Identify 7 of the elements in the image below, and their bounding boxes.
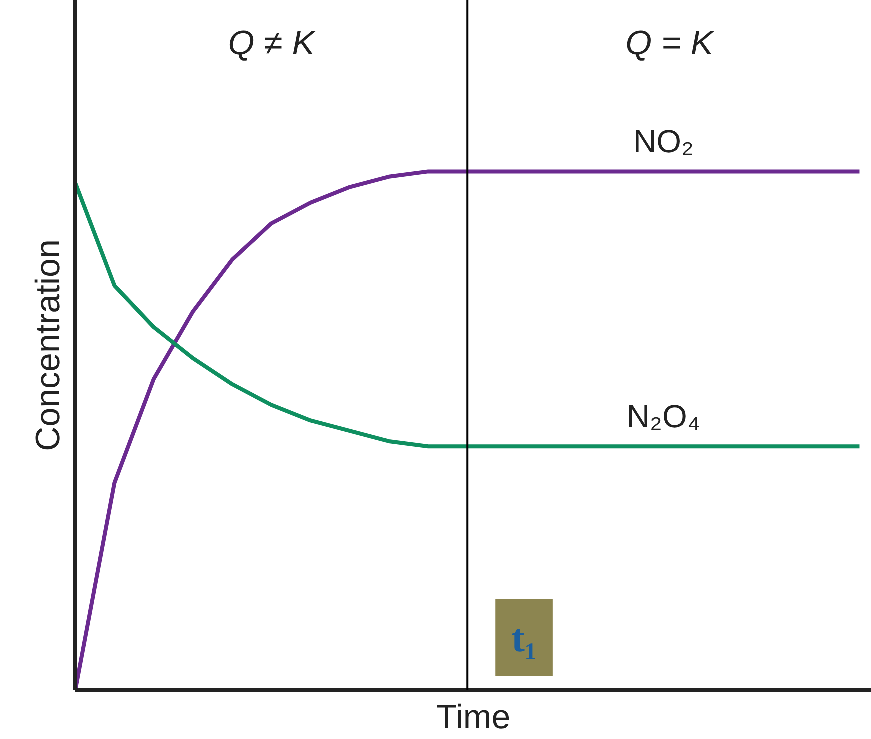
series-label: NO₂ <box>633 124 694 160</box>
annotation: t₁ <box>512 616 537 660</box>
text: Q ≠ K <box>228 24 316 62</box>
text: Q = K <box>626 24 715 62</box>
x-axis-title: Time <box>436 698 511 736</box>
y-axis-title: Concentration <box>30 240 68 452</box>
series-label: N₂O₄ <box>626 398 700 435</box>
